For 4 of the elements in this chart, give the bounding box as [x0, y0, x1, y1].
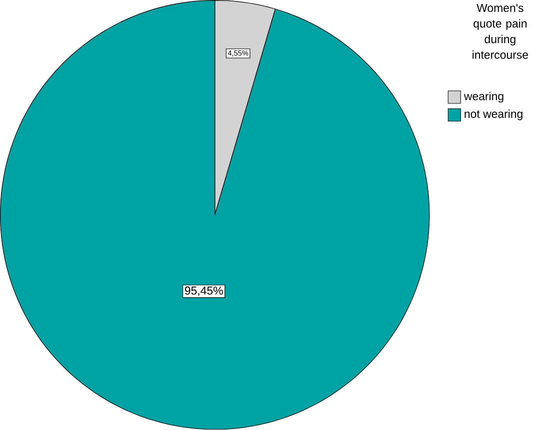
data-label: 95,45%: [184, 286, 223, 296]
legend-title: Women's quote pain during intercourse: [472, 4, 528, 59]
legend-label: wearing: [464, 92, 504, 103]
legend-label: not wearing: [464, 110, 522, 120]
